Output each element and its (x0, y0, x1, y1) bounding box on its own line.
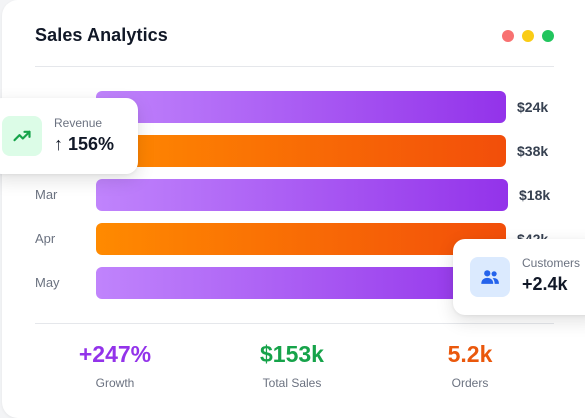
row-value-2: $38k (517, 143, 549, 159)
window-controls (502, 30, 554, 42)
row-label-3: Mar (35, 187, 58, 202)
stat-orders: 5.2k Orders (385, 340, 555, 390)
bar-1 (96, 91, 506, 123)
revenue-value: ↑ 156% (54, 134, 115, 154)
row-label-5: May (35, 275, 60, 290)
bar-3 (96, 179, 508, 211)
green-dot[interactable] (542, 30, 554, 42)
bottom-divider (35, 323, 554, 324)
stat-growth-label: Growth (95, 376, 135, 390)
card-title: Sales Analytics (35, 25, 168, 45)
customers-card: Customers +2.4k (453, 239, 585, 315)
row-value-1: $24k (517, 99, 549, 115)
stat-orders-label: Orders (451, 376, 489, 390)
stat-total-sales-label: Total Sales (262, 376, 322, 390)
bar-5 (96, 267, 506, 299)
top-divider (35, 66, 554, 67)
row-value-3: $18k (519, 187, 551, 203)
revenue-card: Revenue ↑ 156% (0, 98, 138, 174)
customers-icon-box (470, 257, 510, 297)
stat-orders-value: 5.2k (447, 341, 493, 367)
customers-label: Customers (522, 256, 581, 270)
revenue-label: Revenue (54, 116, 103, 130)
bar-4 (96, 223, 506, 255)
stat-growth-value: +247% (78, 341, 152, 367)
trending-up-icon (13, 130, 31, 142)
row-label-4: Apr (35, 231, 56, 246)
stat-total-sales: $153k Total Sales (207, 340, 377, 390)
users-icon (481, 270, 499, 284)
stat-growth: +247% Growth (30, 340, 200, 390)
yellow-dot[interactable] (522, 30, 534, 42)
stat-total-sales-value: $153k (260, 341, 324, 367)
customers-value: +2.4k (522, 274, 568, 294)
revenue-icon-box (2, 116, 42, 156)
red-dot[interactable] (502, 30, 514, 42)
bar-2 (96, 135, 506, 167)
